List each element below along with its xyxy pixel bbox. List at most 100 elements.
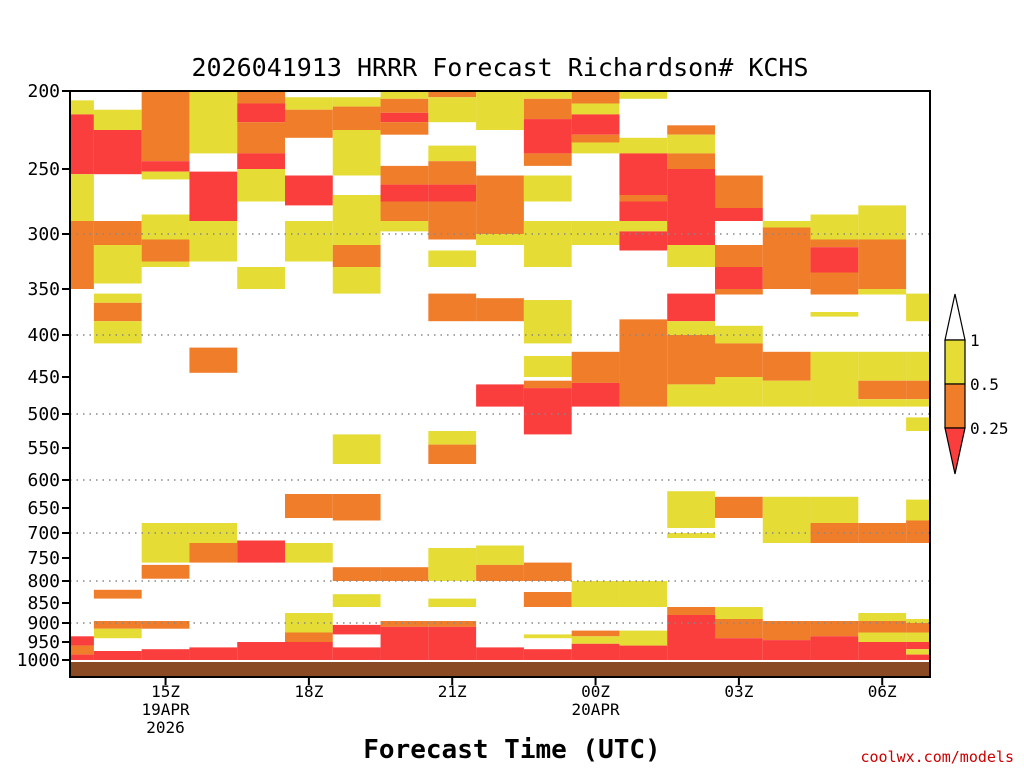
heatmap-cell [619, 221, 668, 232]
legend-label: 0.25 [970, 419, 1009, 438]
heatmap-cell [332, 195, 381, 245]
heatmap-cell [428, 201, 477, 240]
heatmap-cell [428, 293, 477, 322]
heatmap-cell [93, 621, 142, 629]
surface-band [70, 662, 930, 677]
heatmap-cell [715, 496, 763, 518]
y-tick-label: 300 [27, 224, 60, 245]
heatmap-cell [189, 91, 238, 154]
heatmap-cell [380, 122, 429, 135]
credit-text: coolwx.com/models [860, 748, 1014, 766]
heatmap-cells [70, 91, 930, 662]
y-tick-label: 900 [27, 613, 60, 634]
heatmap-cell [667, 293, 715, 322]
heatmap-cell [906, 399, 930, 407]
heatmap-cell [810, 312, 859, 317]
heatmap-cell [523, 634, 572, 639]
heatmap-cell [571, 581, 620, 607]
y-tick-label: 350 [27, 279, 60, 300]
heatmap-cell [332, 130, 381, 176]
heatmap-cell [858, 642, 907, 662]
heatmap-cell [285, 642, 333, 662]
heatmap-cell [523, 153, 572, 166]
heatmap-cell [810, 636, 859, 662]
heatmap-cell [762, 640, 811, 662]
heatmap-cell [380, 567, 429, 581]
heatmap-cell [141, 239, 190, 262]
heatmap-cell [715, 245, 763, 267]
heatmap-cell [428, 91, 477, 98]
heatmap-cell [93, 651, 142, 662]
heatmap-cell [285, 175, 333, 206]
y-tick-label: 650 [27, 498, 60, 519]
heatmap-cell [858, 351, 907, 381]
heatmap-cell [141, 161, 190, 172]
heatmap-cell [332, 106, 381, 130]
heatmap-cell [715, 175, 763, 208]
heatmap-cell [715, 607, 763, 619]
heatmap-cell [332, 245, 381, 267]
heatmap-cell [523, 175, 572, 202]
heatmap-cell [523, 221, 572, 267]
heatmap-cell [70, 174, 94, 221]
heatmap-cell [810, 496, 859, 523]
heatmap-cell [523, 388, 572, 435]
heatmap-cell [858, 380, 907, 400]
heatmap-cell [667, 533, 715, 538]
y-tick-label: 400 [27, 325, 60, 346]
legend-swatch-above-1 [944, 293, 966, 341]
heatmap-cell [332, 97, 381, 107]
heatmap-cell [380, 621, 429, 627]
heatmap-cell [762, 496, 811, 543]
heatmap-cell [428, 145, 477, 162]
heatmap-cell [619, 201, 668, 221]
heatmap-cell [428, 444, 477, 464]
heatmap-cell [571, 382, 620, 407]
heatmap-cell [571, 91, 620, 104]
y-tick-label: 500 [27, 404, 60, 425]
heatmap-cell [141, 564, 190, 579]
y-tick-label: 600 [27, 470, 60, 491]
heatmap-cell [523, 300, 572, 344]
heatmap-cell [619, 231, 668, 251]
heatmap-cell [332, 267, 381, 294]
heatmap-cell [70, 636, 94, 646]
heatmap-cell [858, 289, 907, 295]
heatmap-cell [667, 384, 715, 407]
heatmap-cell [667, 153, 715, 169]
heatmap-cell [380, 112, 429, 123]
heatmap-cell [571, 134, 620, 143]
legend-swatch-0.5-1 [944, 339, 966, 385]
heatmap-cell [619, 91, 668, 99]
heatmap-cell [141, 621, 190, 629]
heatmap-cell [810, 523, 859, 543]
heatmap-cell [906, 499, 930, 521]
heatmap-cell [667, 335, 715, 385]
heatmap-cell [762, 351, 811, 381]
heatmap-cell [619, 319, 668, 407]
heatmap-cell [810, 621, 859, 637]
heatmap-cell [428, 626, 477, 662]
heatmap-cell [523, 649, 572, 662]
y-tick-label: 250 [27, 159, 60, 180]
heatmap-cell [906, 649, 930, 655]
heatmap-cell [428, 97, 477, 123]
heatmap-cell [571, 630, 620, 637]
heatmap-cell [906, 380, 930, 400]
colorbar-legend: 1 0.5 0.25 [944, 293, 1009, 475]
heatmap-cell [715, 289, 763, 295]
x-tick-label: 15Z [151, 682, 180, 701]
heatmap-cell [906, 417, 930, 431]
surface-layer [70, 660, 930, 677]
heatmap-cell [667, 607, 715, 615]
heatmap-cell [810, 247, 859, 273]
heatmap-cell [715, 619, 763, 639]
heatmap-cell [619, 195, 668, 202]
heatmap-cell [141, 261, 190, 267]
heatmap-cell [715, 638, 763, 662]
heatmap-cell [332, 434, 381, 464]
heatmap-cell [237, 153, 285, 169]
chart-title: 2026041913 HRRR Forecast Richardson# KCH… [191, 53, 808, 82]
heatmap-cell [906, 623, 930, 633]
